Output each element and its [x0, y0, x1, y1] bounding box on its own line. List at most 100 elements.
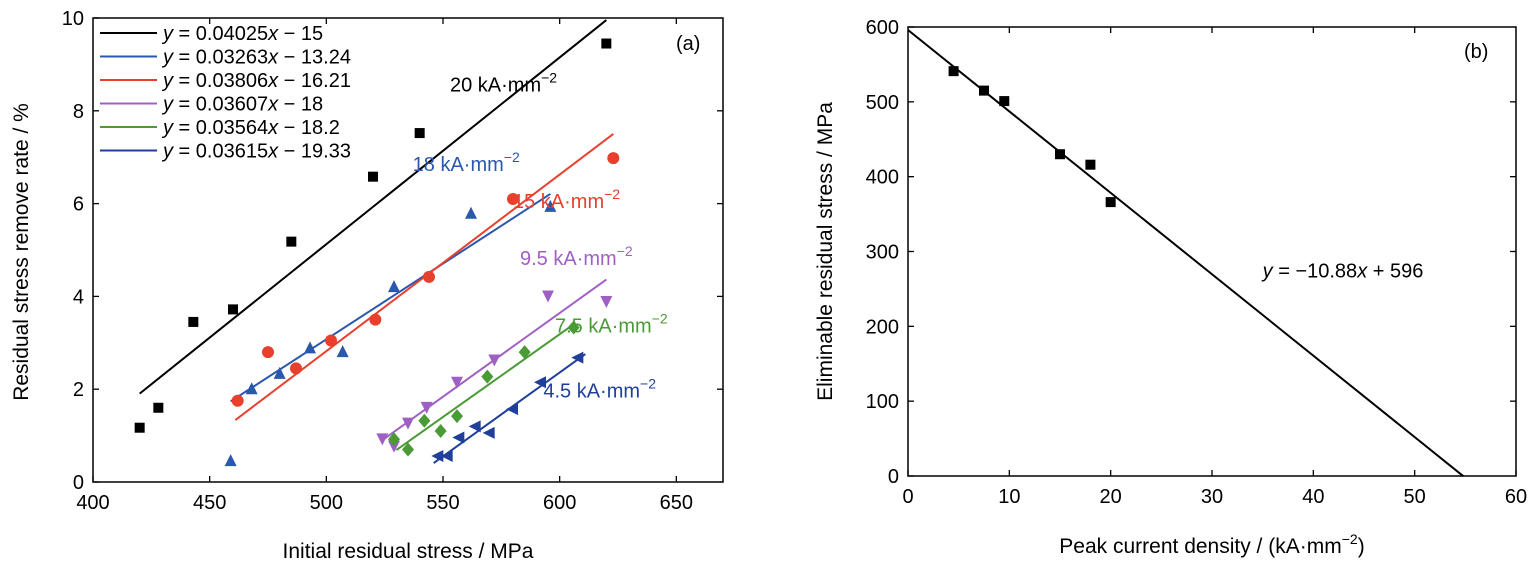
- legend-entry: y = 0.03564x − 18.2: [161, 117, 340, 139]
- data-point: [402, 417, 414, 430]
- x-tick-label: 450: [193, 492, 226, 514]
- data-point: [571, 351, 584, 364]
- data-point: [245, 382, 258, 395]
- data-point: [534, 376, 546, 389]
- data-point: [423, 270, 435, 283]
- y-tick-label: 6: [73, 194, 84, 216]
- x-tick-label: 600: [543, 492, 576, 514]
- plot-frame: [92, 17, 724, 483]
- legend-entry: y = 0.03607x − 18: [161, 94, 323, 116]
- x-tick-label: 10: [998, 486, 1020, 508]
- y-tick-label: 600: [866, 17, 899, 39]
- data-point: [440, 450, 453, 463]
- data-point: [507, 192, 519, 205]
- data-point: [418, 413, 431, 428]
- data-point: [388, 432, 400, 447]
- series-label: 15 kA·mm−2: [513, 186, 620, 213]
- data-point: [451, 409, 463, 424]
- x-axis-label: Initial residual stress / MPa: [283, 540, 534, 563]
- data-point: [153, 402, 164, 413]
- legend: y = 0.04025x − 15y = 0.03263x − 13.24y =…: [100, 23, 351, 163]
- data-point: [325, 334, 337, 347]
- y-axis-label: Eliminable residual stress / MPa: [814, 102, 837, 401]
- y-tick-label: 500: [866, 92, 899, 114]
- y-tick-label: 4: [73, 286, 84, 308]
- y-tick-label: 10: [62, 8, 84, 30]
- x-tick-label: 550: [426, 492, 459, 514]
- data-point: [451, 376, 463, 389]
- legend-entry: y = 0.04025x − 15: [161, 23, 323, 45]
- data-point: [488, 354, 501, 367]
- data-point: [948, 66, 959, 77]
- data-point: [188, 316, 199, 327]
- data-point: [542, 290, 554, 303]
- x-tick-label: 650: [660, 492, 693, 514]
- data-point: [999, 96, 1010, 107]
- y-tick-label: 300: [866, 242, 899, 264]
- x-axis-label: Peak current density / (kA·mm−2): [1059, 531, 1364, 558]
- data-point: [388, 440, 400, 453]
- fit-line: [907, 29, 1464, 477]
- data-point: [452, 431, 465, 444]
- y-tick-label: 2: [73, 379, 84, 401]
- data-point: [402, 442, 414, 457]
- data-point: [134, 422, 145, 433]
- y-axis-label: Residual stress remove rate / %: [10, 103, 33, 401]
- data-point: [228, 304, 238, 315]
- legend-entry: y = 0.03806x − 16.21: [161, 70, 351, 92]
- data-point: [369, 313, 382, 326]
- fit-line-1: [139, 19, 607, 395]
- plot-frame: [907, 26, 1517, 477]
- panel-label: (b): [1464, 41, 1488, 63]
- data-point: [482, 426, 495, 439]
- data-point: [1105, 197, 1116, 208]
- data-point: [420, 401, 433, 414]
- legend-entry: y = 0.03615x − 19.33: [161, 141, 351, 163]
- data-point: [468, 420, 481, 433]
- data-point: [262, 346, 274, 359]
- series-label: 4.5 kA·mm−2: [543, 376, 656, 403]
- y-tick-label: 8: [73, 101, 84, 123]
- data-point: [368, 171, 378, 182]
- data-point: [600, 296, 613, 309]
- data-point: [1085, 159, 1096, 170]
- data-point: [518, 345, 531, 360]
- data-point: [1055, 149, 1065, 160]
- legend-entry: y = 0.03263x − 13.24: [161, 47, 351, 69]
- chart-a: 400 450 500 550 600 650 0 2 4 6 8 10 20 kA·mm−2 18 kA…: [10, 8, 724, 563]
- data-point: [506, 403, 518, 416]
- data-point: [290, 362, 302, 375]
- data-point: [567, 320, 580, 335]
- data-point: [376, 433, 389, 446]
- fit-equation: y = −10.88x + 596: [1261, 261, 1424, 283]
- x-tick-label: 20: [1100, 486, 1122, 508]
- x-tick-label: 50: [1404, 486, 1426, 508]
- x-tick-label: 500: [310, 492, 343, 514]
- y-tick-label: 0: [888, 466, 899, 488]
- data-point: [336, 345, 349, 358]
- data-point: [979, 85, 989, 96]
- data-point: [481, 369, 494, 384]
- x-tick-label: 400: [76, 492, 109, 514]
- x-tick-label: 30: [1201, 486, 1223, 508]
- x-tick-label: 0: [902, 486, 913, 508]
- series-label: 7.5 kA·mm−2: [555, 311, 668, 338]
- data-point: [434, 423, 447, 438]
- data-point: [231, 394, 244, 407]
- data-point: [273, 366, 286, 379]
- data-point: [607, 152, 620, 165]
- data-point: [544, 199, 557, 212]
- y-tick-label: 200: [866, 316, 899, 338]
- y-tick-label: 100: [866, 391, 899, 413]
- series-label: 18 kA·mm−2: [413, 149, 520, 176]
- x-tick-label: 40: [1302, 486, 1324, 508]
- data-point: [414, 128, 425, 139]
- data-point: [304, 341, 316, 354]
- y-tick-label: 0: [73, 472, 84, 494]
- series-label: 9.5 kA·mm−2: [520, 243, 633, 270]
- data-point: [601, 38, 612, 49]
- data-point: [224, 454, 237, 467]
- data-point: [431, 450, 444, 463]
- data-point: [286, 236, 297, 247]
